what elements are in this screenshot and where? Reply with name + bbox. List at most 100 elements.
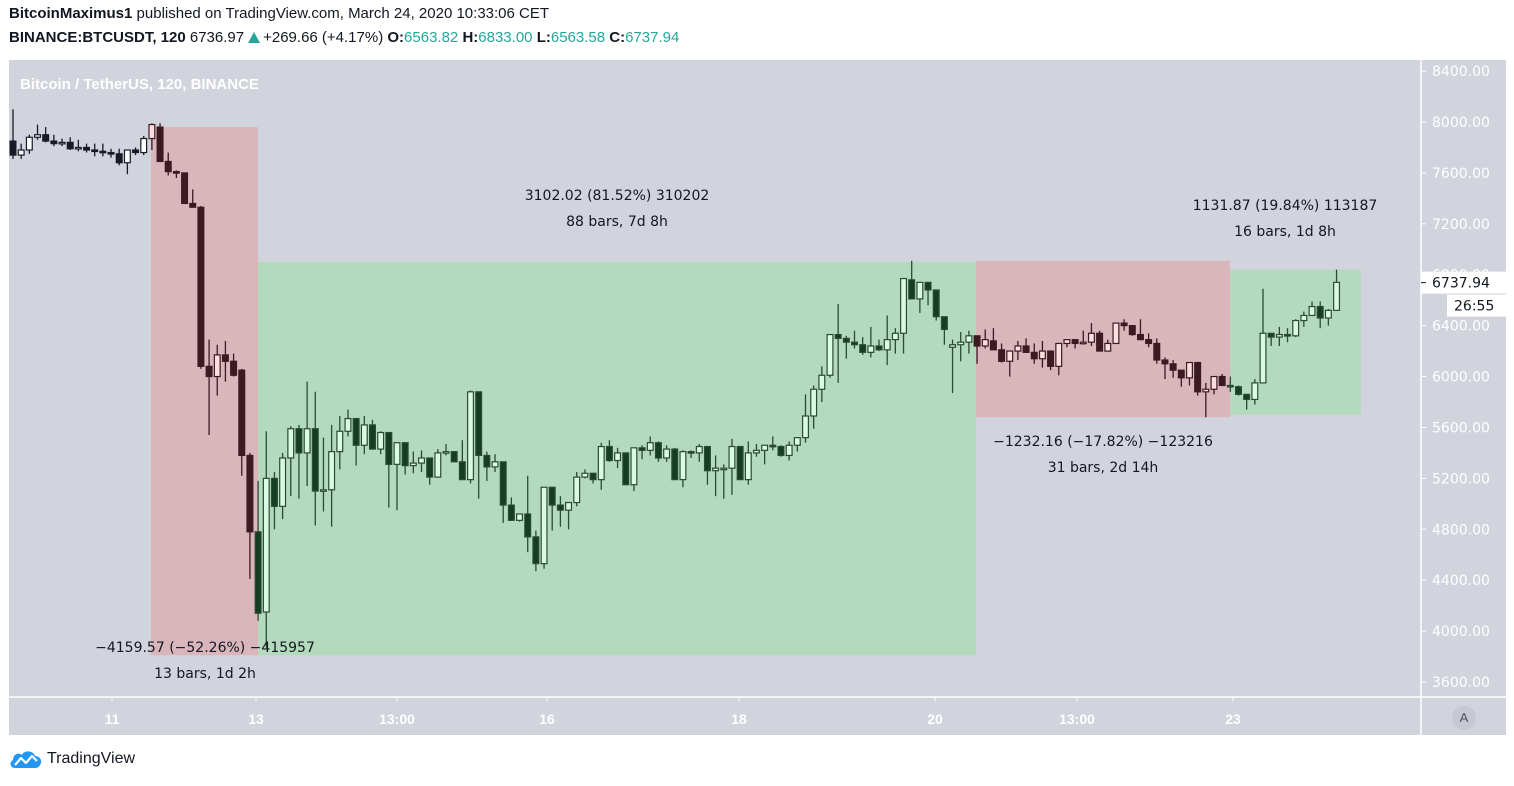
candle-body (1112, 322, 1120, 345)
candle-body (352, 417, 360, 446)
candle-body (1128, 325, 1136, 336)
candle-body (1218, 375, 1226, 387)
candle-body (115, 153, 123, 164)
candle-body (736, 445, 744, 481)
candle-body (311, 428, 319, 492)
candlestick-chart[interactable]: Bitcoin / TetherUS, 120, BINANCE −4159.57… (9, 60, 1506, 735)
candle-body (303, 428, 311, 454)
candle-body (622, 452, 630, 486)
last-price-badge (1421, 271, 1506, 294)
candle-body (1136, 333, 1144, 341)
candle-body (638, 447, 646, 451)
high-label: H: (462, 29, 479, 46)
candle-body (270, 477, 278, 507)
time-tick-label: 13 (248, 711, 264, 727)
candle-body (908, 279, 916, 300)
candle-body (123, 149, 131, 164)
brand-name[interactable]: TradingView (47, 750, 136, 767)
candle-body (434, 452, 442, 478)
candle-body (213, 354, 221, 378)
measure-label-bars: 13 bars, 1d 2h (154, 666, 256, 682)
price-tick-label: 5600.00 (1432, 420, 1490, 436)
candle-body (295, 428, 303, 454)
candle-body (1006, 350, 1014, 362)
high-value: 6833.00 (478, 29, 533, 46)
gain-measure-zone[interactable] (1230, 269, 1361, 415)
candle-body (409, 462, 417, 467)
candle-body (744, 452, 752, 481)
auto-scale-button[interactable]: A (1452, 706, 1476, 730)
candle-body (507, 504, 515, 521)
candle-body (1300, 314, 1308, 322)
time-tick-label: 16 (539, 711, 555, 727)
price-tick-label: 7600.00 (1432, 166, 1490, 182)
candle-body (336, 430, 344, 453)
candle-body (368, 424, 376, 450)
candle-body (867, 345, 875, 353)
candle-body (1210, 375, 1218, 390)
candle-body (1038, 350, 1046, 360)
candle-body (1308, 305, 1316, 317)
candle-body (385, 431, 393, 465)
candle-body (1104, 342, 1112, 352)
measure-label-value: −4159.57 (−52.26%) −415957 (95, 640, 315, 656)
candle-body (728, 445, 736, 469)
measure-label-value: −1232.16 (−17.82%) −123216 (993, 434, 1213, 450)
time-tick-label: 11 (105, 711, 120, 727)
price-tick-label: 6400.00 (1432, 319, 1490, 335)
candle-body (769, 444, 777, 448)
time-tick-label: 23 (1225, 711, 1241, 727)
candle-body (1202, 388, 1210, 393)
author-name[interactable]: BitcoinMaximus1 (9, 5, 133, 22)
price-tick-label: 3600.00 (1432, 675, 1490, 691)
candle-body (630, 447, 638, 486)
candle-body (34, 134, 42, 138)
candle-body (924, 281, 932, 291)
candle-body (801, 415, 809, 439)
up-arrow-icon (248, 32, 261, 43)
candle-body (614, 452, 622, 462)
last-price-label: 6737.94 (1432, 276, 1490, 292)
candle-body (654, 442, 662, 459)
candle-body (1333, 281, 1341, 311)
candle-body (826, 333, 834, 376)
candle-body (1161, 359, 1169, 365)
candle-body (834, 333, 842, 339)
candle-body (1243, 393, 1251, 401)
candle-body (1259, 332, 1267, 384)
candle-body (957, 341, 965, 346)
candle-body (1284, 333, 1292, 337)
candle-body (605, 445, 613, 462)
candle-body (516, 513, 524, 521)
candle-body (262, 477, 270, 613)
candle-body (475, 391, 483, 457)
chart-panel[interactable]: Bitcoin / TetherUS, 120, BINANCE −4159.57… (9, 60, 1506, 735)
low-label: L: (536, 29, 551, 46)
candle-body (1153, 342, 1161, 361)
candle-body (949, 344, 957, 348)
tradingview-logo-icon (10, 751, 42, 768)
candle-body (597, 445, 605, 481)
candle-body (499, 461, 507, 506)
measure-label-bars: 16 bars, 1d 8h (1234, 224, 1336, 240)
candle-body (761, 444, 769, 451)
candle-body (172, 171, 180, 174)
publish-info: BitcoinMaximus1 published on TradingView… (9, 5, 549, 22)
open-label: O: (387, 29, 405, 46)
candle-body (1087, 332, 1095, 343)
candle-body (1177, 369, 1185, 379)
candle-body (932, 289, 940, 318)
candle-body (1194, 361, 1202, 393)
candle-body (83, 146, 91, 151)
measure-label-bars: 88 bars, 7d 8h (566, 214, 668, 230)
candle-body (573, 476, 581, 504)
candle-body (1096, 332, 1104, 352)
candle-body (695, 445, 703, 454)
candle-body (254, 531, 262, 614)
candle-body (532, 536, 540, 565)
candle-body (703, 445, 711, 472)
candle-body (458, 461, 466, 481)
time-tick-label: 20 (927, 711, 943, 727)
candle-body (132, 149, 140, 154)
candle-body (319, 489, 327, 492)
